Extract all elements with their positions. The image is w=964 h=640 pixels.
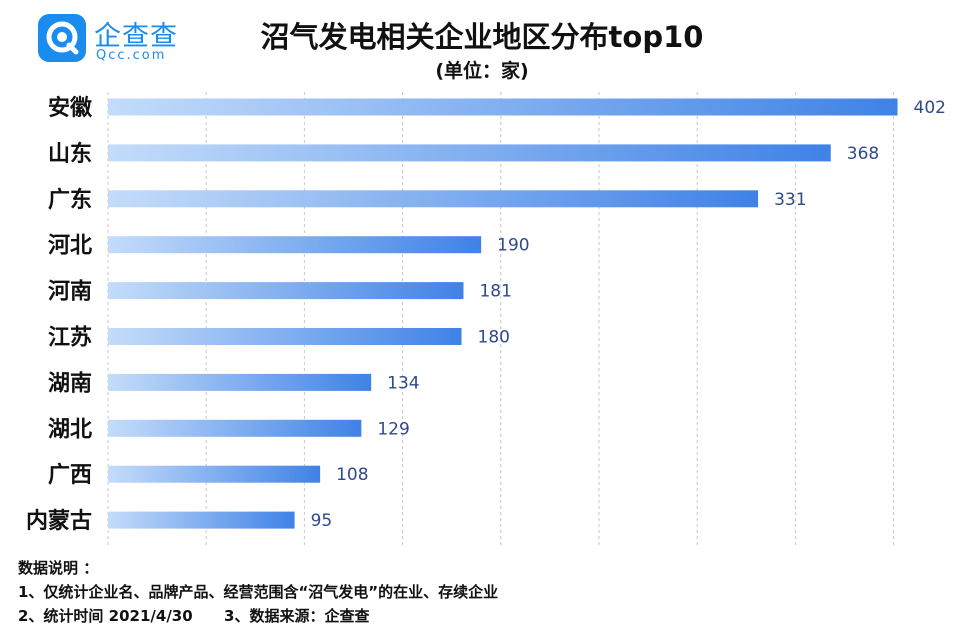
value-label: 331 [774, 190, 806, 210]
bar [108, 282, 464, 300]
bar [108, 328, 462, 345]
qcc-logo: 企查查 Qcc.com [38, 14, 198, 66]
logo-name-en: Qcc.com [96, 48, 167, 63]
chart-subtitle: (单位：家) [435, 60, 529, 82]
value-label: 368 [847, 144, 879, 164]
value-label: 108 [336, 465, 368, 485]
notes-line-1: 1、仅统计企业名、品牌产品、经营范围含“沼气发电”的在业、存续企业 [18, 583, 499, 601]
bar [108, 373, 372, 391]
value-label: 190 [497, 236, 529, 256]
category-label: 江苏 [48, 325, 92, 351]
value-label: 181 [479, 282, 511, 302]
data-notes: 数据说明 ： 1、仅统计企业名、品牌产品、经营范围含“沼气发电”的在业、存续企业… [18, 556, 498, 628]
value-label: 402 [914, 98, 946, 118]
category-label: 内蒙古 [26, 508, 92, 534]
chart-title: 沼气发电相关企业地区分布top10 [260, 20, 704, 54]
category-label: 广西 [48, 462, 92, 488]
bar [108, 419, 362, 437]
category-label: 安徽 [48, 95, 93, 121]
bar [108, 98, 898, 116]
bar [108, 236, 482, 254]
bar [108, 144, 831, 162]
bar [108, 190, 759, 208]
category-label: 湖南 [48, 371, 92, 396]
value-label: 95 [311, 511, 333, 531]
value-label: 129 [377, 419, 409, 439]
value-label: 134 [387, 373, 419, 393]
category-label: 河南 [48, 280, 92, 305]
category-label: 湖北 [48, 417, 92, 442]
category-label: 广东 [48, 187, 92, 213]
qcc-logo-icon [38, 14, 86, 62]
bar [108, 465, 321, 483]
logo-name-cn: 企查查 [94, 21, 178, 52]
notes-heading: 数据说明 ： [18, 559, 99, 577]
bars: 安徽 402 山东 368 广东 331 河北 190 河南 181 江苏 180 湖南 134 湖北 129… [26, 95, 946, 534]
category-label: 河北 [48, 234, 92, 259]
category-label: 山东 [48, 141, 92, 167]
value-label: 180 [478, 328, 510, 348]
notes-line-2: 2、统计时间 2021/4/30 3、数据来源：企查查 [18, 607, 370, 625]
bar [108, 511, 295, 529]
